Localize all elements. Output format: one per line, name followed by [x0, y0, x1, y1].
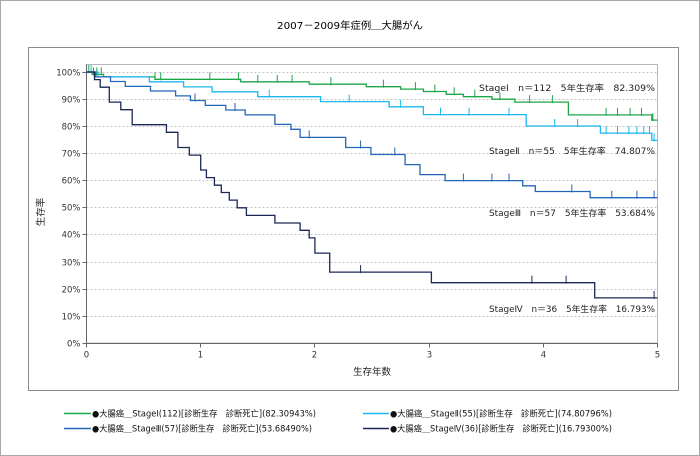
x-tick-label: 3: [427, 351, 432, 361]
chart-frame: [28, 47, 679, 391]
legend-item-stage-2: ●大腸癌＿StageⅡ(55)[診断生存 診断死亡](74.80796%): [363, 409, 612, 420]
survival-curve-stage-3: [86, 71, 658, 199]
annotation-stage-4: StageⅣ n＝36 5年生存率 16.793%: [489, 304, 655, 315]
legend-item-stage-3: ●大腸癌＿StageⅢ(57)[診断生存 診断死亡](53.68490%): [64, 424, 312, 435]
y-axis-label: 生存率: [35, 197, 47, 226]
y-tick-label: 80%: [62, 123, 81, 133]
annotation-stage-1: StageⅠ n＝112 5年生存率 82.309%: [479, 83, 655, 94]
y-tick-label: 40%: [62, 231, 81, 241]
x-tick-label: 4: [541, 351, 546, 361]
stage-annotations: StageⅠ n＝112 5年生存率 82.309% StageⅡ n＝55 5…: [479, 83, 655, 315]
y-tick-label: 0%: [67, 340, 81, 350]
survival-curve-stage-4: [86, 71, 658, 299]
y-tick-label: 70%: [62, 150, 81, 160]
legend-label: ●大腸癌＿StageⅣ(36)[診断生存 診断死亡](16.79300%): [390, 424, 612, 435]
legend-label: ●大腸癌＿StageⅠ(112)[診断生存 診断死亡](82.30943%): [92, 409, 316, 420]
legend-item-stage-1: ●大腸癌＿StageⅠ(112)[診断生存 診断死亡](82.30943%): [64, 409, 316, 420]
legend-label: ●大腸癌＿StageⅢ(57)[診断生存 診断死亡](53.68490%): [92, 424, 312, 435]
x-tick-label: 1: [198, 351, 203, 361]
legend-item-stage-4: ●大腸癌＿StageⅣ(36)[診断生存 診断死亡](16.79300%): [363, 424, 612, 435]
y-tick-label: 10%: [62, 313, 81, 323]
x-tick-label: 2: [312, 351, 317, 361]
legend: ●大腸癌＿StageⅠ(112)[診断生存 診断死亡](82.30943%) ●…: [64, 409, 612, 435]
grid-lines: [86, 72, 658, 317]
annotation-stage-3: StageⅢ n＝57 5年生存率 53.684%: [489, 208, 655, 219]
annotation-stage-2: StageⅡ n＝55 5年生存率 74.807%: [489, 146, 655, 157]
plot-area: [86, 64, 658, 344]
y-tick-label: 20%: [62, 286, 81, 296]
x-axis-ticks: 0 1 2 3 4 5: [84, 343, 660, 361]
y-tick-label: 30%: [62, 259, 81, 269]
x-tick-label: 0: [84, 351, 89, 361]
y-tick-label: 100%: [56, 69, 80, 79]
survival-curves: [86, 65, 658, 299]
y-tick-label: 60%: [62, 177, 81, 187]
x-axis-label: 生存年数: [353, 366, 392, 378]
survival-curve-stage-2: [86, 71, 658, 142]
x-tick-label: 5: [655, 351, 660, 361]
y-tick-label: 50%: [62, 204, 81, 214]
y-tick-label: 90%: [62, 96, 81, 106]
legend-label: ●大腸癌＿StageⅡ(55)[診断生存 診断死亡](74.80796%): [390, 409, 612, 420]
chart-title: 2007－2009年症例＿大腸がん: [277, 19, 423, 32]
y-axis-ticks: 0% 10% 20% 30% 40% 50% 60% 70% 80% 90% 100%: [56, 69, 87, 350]
